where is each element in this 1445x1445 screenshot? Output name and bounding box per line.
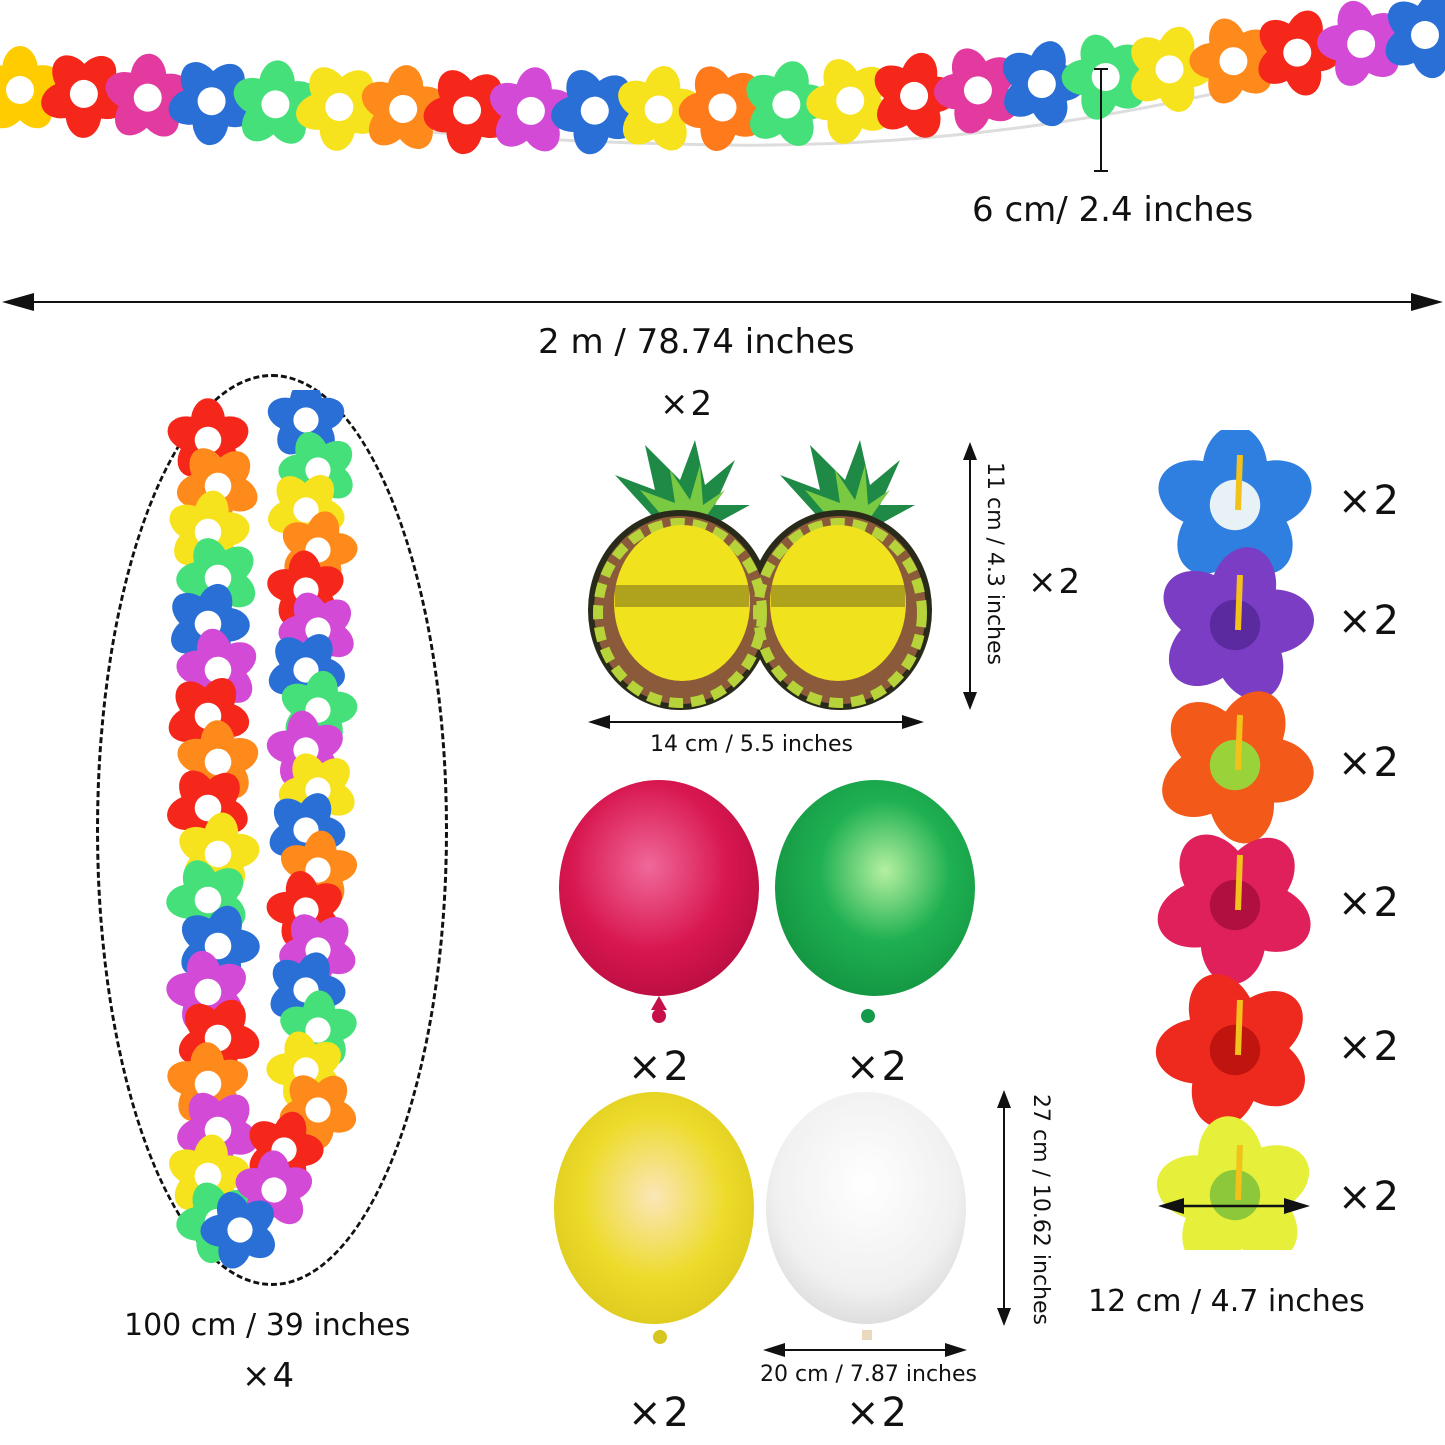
balloon-white-quantity: ×2 <box>846 1390 909 1436</box>
balloon-white <box>764 1090 968 1348</box>
pineapple-leaves-left <box>615 440 750 535</box>
balloon-green <box>773 778 977 1028</box>
lei-necklace <box>150 390 390 1280</box>
garland-length-label: 2 m / 78.74 inches <box>538 322 855 362</box>
glasses-height-label: 11 cm / 4.3 inches <box>982 462 1007 665</box>
hibiscus-column <box>1150 430 1320 1250</box>
glasses-width-label: 14 cm / 5.5 inches <box>650 732 853 757</box>
balloon-width-label: 20 cm / 7.87 inches <box>760 1362 977 1387</box>
balloon-white-image <box>766 1092 966 1340</box>
hibiscus-red-quantity: ×2 <box>1338 1024 1401 1070</box>
balloon-red-image <box>559 780 759 1023</box>
balloon-yellow <box>552 1090 756 1348</box>
balloon-green-image <box>775 780 975 1023</box>
hibiscus-width-arrow <box>1158 1198 1310 1214</box>
hibiscus-flowers-image <box>1155 430 1314 1250</box>
glasses-quantity-top: ×2 <box>660 384 715 424</box>
lei-flowers-image <box>166 390 358 1269</box>
balloon-yellow-quantity: ×2 <box>628 1390 691 1436</box>
balloon-width-arrow <box>763 1342 967 1358</box>
balloon-yellow-image <box>554 1092 754 1344</box>
garland-width-cap-bottom <box>1094 170 1108 172</box>
garland-width-indicator <box>1100 68 1102 172</box>
pineapple-leaves-right <box>780 440 915 535</box>
balloon-height-arrow <box>996 1090 1012 1326</box>
pineapple-glasses-image <box>588 440 932 710</box>
garland-width-label: 6 cm/ 2.4 inches <box>972 190 1254 230</box>
pineapple-glasses <box>585 435 935 715</box>
balloon-height-label: 27 cm / 10.62 inches <box>1028 1094 1053 1325</box>
balloon-red <box>557 778 761 1028</box>
hibiscus-width-label: 12 cm / 4.7 inches <box>1088 1284 1365 1319</box>
lei-quantity: ×4 <box>242 1356 297 1396</box>
hibiscus-pink-quantity: ×2 <box>1338 880 1401 926</box>
balloon-red-quantity: ×2 <box>628 1044 691 1090</box>
glasses-height-arrow <box>962 442 978 710</box>
lei-size-label: 100 cm / 39 inches <box>124 1308 411 1343</box>
hibiscus-yellow-quantity: ×2 <box>1338 1174 1401 1220</box>
hibiscus-blue-quantity: ×2 <box>1338 478 1401 524</box>
garland-length-arrow <box>0 290 1445 314</box>
balloon-green-quantity: ×2 <box>846 1044 909 1090</box>
lei-dashed-outline <box>96 374 448 1286</box>
hibiscus-orange-quantity: ×2 <box>1338 740 1401 786</box>
hibiscus-purple-quantity: ×2 <box>1338 598 1401 644</box>
garland-flowers-image <box>0 0 1445 155</box>
flower-garland <box>0 0 1445 215</box>
garland-width-cap-top <box>1094 68 1108 70</box>
glasses-width-arrow <box>588 714 924 730</box>
glasses-quantity-side: ×2 <box>1028 562 1083 602</box>
